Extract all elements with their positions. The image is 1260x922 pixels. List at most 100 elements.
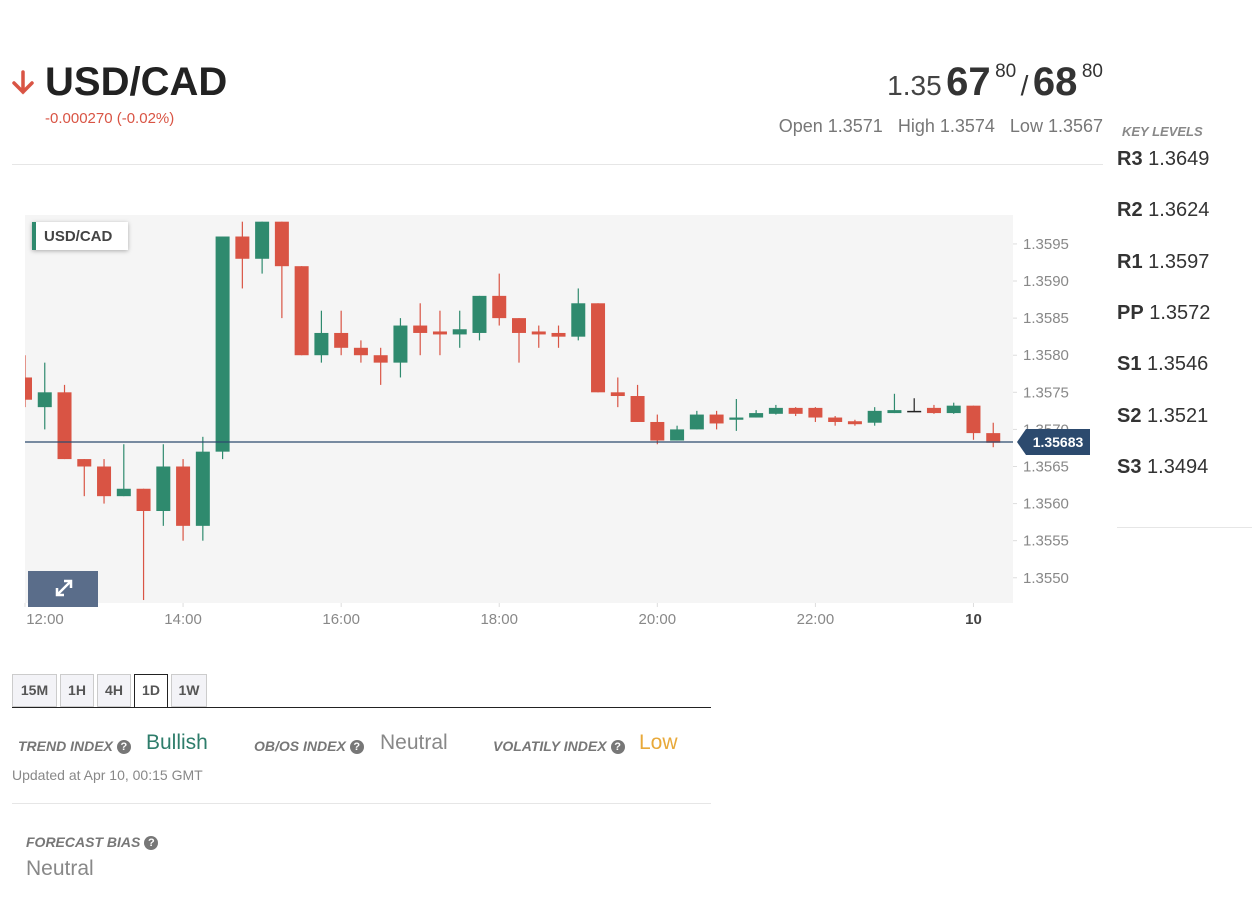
index-value: Neutral: [380, 731, 448, 754]
legend-box: [32, 222, 128, 250]
candle-body: [255, 221, 270, 259]
y-tick-label: 1.3590: [1023, 273, 1069, 290]
level-value: 1.3546: [1147, 353, 1209, 376]
level-value: 1.3649: [1148, 148, 1210, 170]
help-icon[interactable]: ?: [144, 836, 159, 850]
ask-pips: 68: [1032, 60, 1078, 104]
candle-body: [452, 329, 467, 335]
level-value: 1.3597: [1148, 250, 1210, 273]
level-name: S2: [1117, 404, 1142, 427]
y-tick-label: 1.3555: [1023, 533, 1069, 550]
candle-body: [77, 459, 92, 467]
candle-body: [610, 392, 625, 397]
y-tick-label: 1.3595: [1023, 236, 1069, 253]
legend-label: USD/CAD: [44, 228, 113, 245]
x-tick-label: 20:00: [639, 611, 677, 628]
timeframe-tab[interactable]: 15M: [12, 674, 57, 707]
ask-fraction: 80: [1081, 61, 1103, 82]
level-name: R3: [1117, 148, 1143, 170]
down-arrow-icon: [12, 70, 34, 95]
candle-body: [432, 331, 447, 335]
x-tick-label: 14:00: [164, 611, 202, 628]
level-value: 1.3494: [1147, 455, 1209, 478]
key-level: S3 1.3494: [1117, 456, 1208, 479]
timeframe-tab[interactable]: 1W: [171, 674, 207, 707]
candle-body: [788, 407, 803, 414]
key-level: PP 1.3572: [1117, 302, 1210, 325]
candle-body: [413, 325, 428, 333]
candle-body: [768, 407, 783, 414]
candle-body: [393, 325, 408, 363]
index-label: VOLATILY INDEX?: [493, 738, 625, 754]
forecast-label: FORECAST BIAS?: [26, 834, 159, 850]
candle-body: [116, 488, 131, 497]
candle-body: [57, 392, 72, 460]
candle-body: [195, 451, 210, 526]
candle-body: [531, 331, 546, 335]
candle-body: [156, 466, 171, 512]
candle-body: [551, 332, 566, 337]
index-label-text: OB/OS INDEX: [254, 738, 346, 754]
legend-swatch: [32, 222, 36, 250]
key-level: R2 1.3624: [1117, 199, 1209, 222]
candle-body: [867, 410, 882, 423]
candle-body: [37, 392, 52, 408]
candle-body: [294, 266, 309, 356]
y-tick-label: 1.3575: [1023, 384, 1069, 401]
key-levels-title: KEY LEVELS: [1122, 124, 1203, 139]
current-price-label: 1.35683: [1033, 434, 1084, 450]
y-tick-label: 1.3550: [1023, 570, 1069, 587]
current-price-tag: [1017, 429, 1090, 456]
level-value: 1.3572: [1149, 301, 1211, 324]
candle-body: [926, 407, 941, 414]
index-label: OB/OS INDEX?: [254, 738, 364, 754]
price: 1.35 67 80 / 68 80: [887, 60, 1103, 105]
help-icon[interactable]: ?: [116, 740, 131, 754]
chart: USD/CAD 1.35501.35551.35601.35651.35701.…: [24, 215, 1090, 628]
timeframe-tab[interactable]: 1H: [60, 674, 94, 707]
candle-body: [512, 318, 526, 333]
change: -0.000270 (-0.02%): [45, 110, 175, 127]
stat: Low 1.3567: [1009, 116, 1103, 136]
candle-body: [907, 410, 922, 413]
candle-body: [729, 417, 744, 420]
key-level: S1 1.3546: [1117, 353, 1208, 376]
timeframe-tab[interactable]: 4H: [97, 674, 131, 707]
divider: [12, 164, 1103, 165]
index-label-text: TREND INDEX: [18, 738, 113, 754]
index-value: Low: [639, 731, 678, 754]
candles: [25, 221, 1001, 601]
expand-button[interactable]: [28, 571, 98, 607]
timeframe-tab[interactable]: 1D: [134, 674, 168, 708]
help-icon[interactable]: ?: [610, 740, 625, 754]
key-level: R3 1.3649: [1117, 148, 1209, 171]
divider: [12, 803, 711, 804]
candle-body: [966, 405, 981, 434]
candle-body: [25, 377, 32, 400]
updated: Updated at Apr 10, 00:15 GMT: [12, 767, 203, 783]
candle-body: [314, 332, 329, 356]
bid-pips: 67: [946, 60, 991, 104]
candle-body: [571, 303, 586, 337]
symbol: USD/CAD: [45, 60, 228, 104]
candle-body: [670, 429, 685, 441]
divider: [1117, 527, 1252, 528]
candle-body: [235, 236, 250, 259]
y-tick-label: 1.3580: [1023, 347, 1069, 364]
plot-background: [25, 215, 1013, 603]
candle-body: [847, 421, 862, 425]
candle-body: [887, 410, 902, 414]
key-level: S2 1.3521: [1117, 405, 1208, 428]
candle-body: [709, 414, 724, 424]
candle-body: [215, 236, 230, 452]
separator: /: [1020, 70, 1029, 101]
candle-body: [650, 421, 665, 441]
bid-fraction: 80: [995, 61, 1017, 82]
candle-body: [97, 466, 112, 497]
level-name: PP: [1117, 301, 1144, 324]
help-icon[interactable]: ?: [349, 740, 364, 754]
y-tick-label: 1.3585: [1023, 310, 1069, 327]
candle-body: [591, 303, 606, 393]
level-value: 1.3521: [1147, 404, 1209, 427]
stat: High 1.3574: [897, 116, 995, 136]
